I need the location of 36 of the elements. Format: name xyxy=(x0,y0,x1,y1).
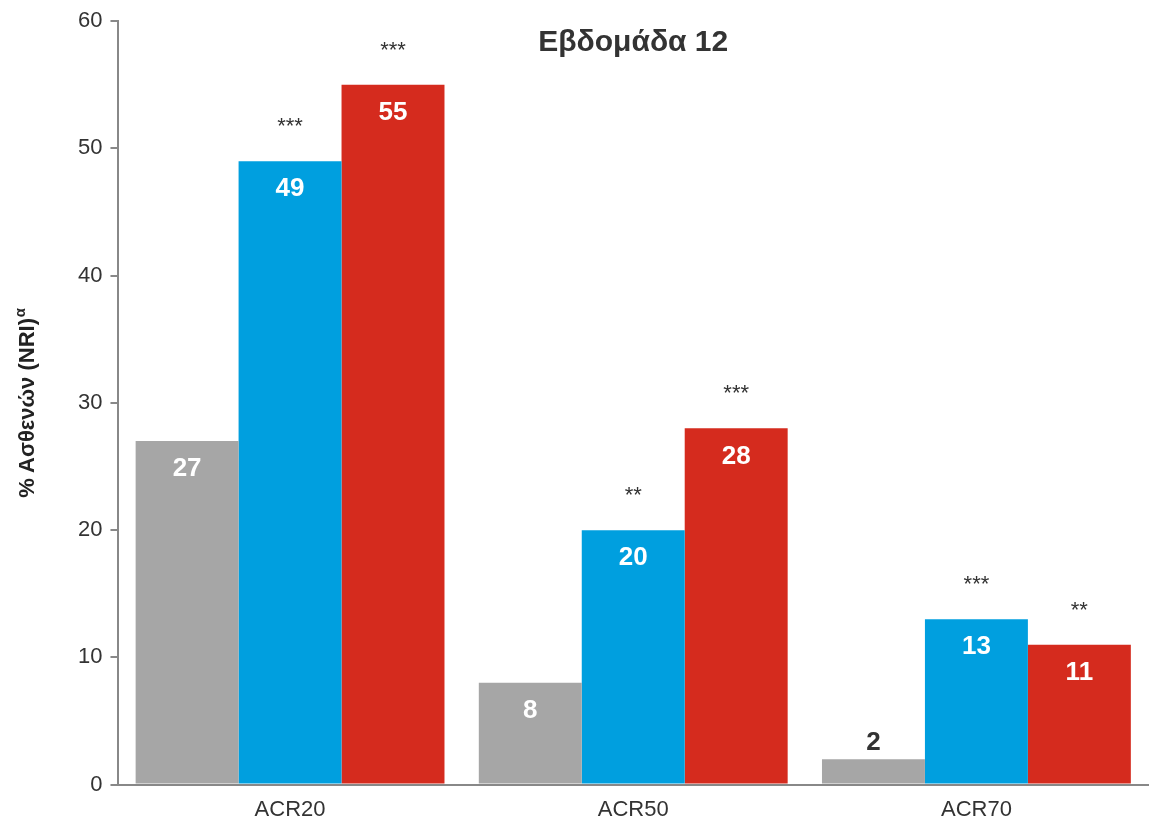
bar xyxy=(684,428,788,784)
bar xyxy=(135,441,239,784)
data-label: 20 xyxy=(618,541,648,572)
annotation: ** xyxy=(624,482,643,508)
annotation: *** xyxy=(277,113,304,139)
bar xyxy=(821,759,925,784)
x-tick-label: ACR50 xyxy=(597,795,669,821)
bar xyxy=(478,682,582,784)
y-tick-label: 30 xyxy=(77,388,103,414)
y-tick-label: 20 xyxy=(77,516,103,542)
bar xyxy=(341,84,445,784)
bar xyxy=(581,530,685,784)
data-label: 2 xyxy=(866,726,881,757)
y-tick-label: 50 xyxy=(77,134,103,160)
data-label: 27 xyxy=(172,452,202,483)
y-tick-label: 10 xyxy=(77,643,103,669)
data-label: 49 xyxy=(275,172,305,203)
x-tick-label: ACR70 xyxy=(940,795,1012,821)
y-tick-label: 0 xyxy=(90,770,103,796)
data-label: 13 xyxy=(961,630,991,661)
annotation: ** xyxy=(1070,596,1089,622)
data-label: 55 xyxy=(378,95,408,126)
y-axis-title: % Ασθενών (NRI)α xyxy=(11,307,40,498)
data-label: 8 xyxy=(523,693,538,724)
data-label: 28 xyxy=(721,439,751,470)
bar xyxy=(238,161,342,784)
annotation: *** xyxy=(723,380,750,406)
annotation: *** xyxy=(963,571,990,597)
data-label: 11 xyxy=(1065,655,1094,686)
y-tick-label: 60 xyxy=(77,7,103,33)
bar xyxy=(924,619,1028,784)
chart-title: Εβδομάδα 12 xyxy=(538,24,729,58)
x-tick-label: ACR20 xyxy=(254,795,326,821)
y-tick-label: 40 xyxy=(77,261,103,287)
annotation: *** xyxy=(380,36,407,62)
bar xyxy=(1027,644,1131,784)
